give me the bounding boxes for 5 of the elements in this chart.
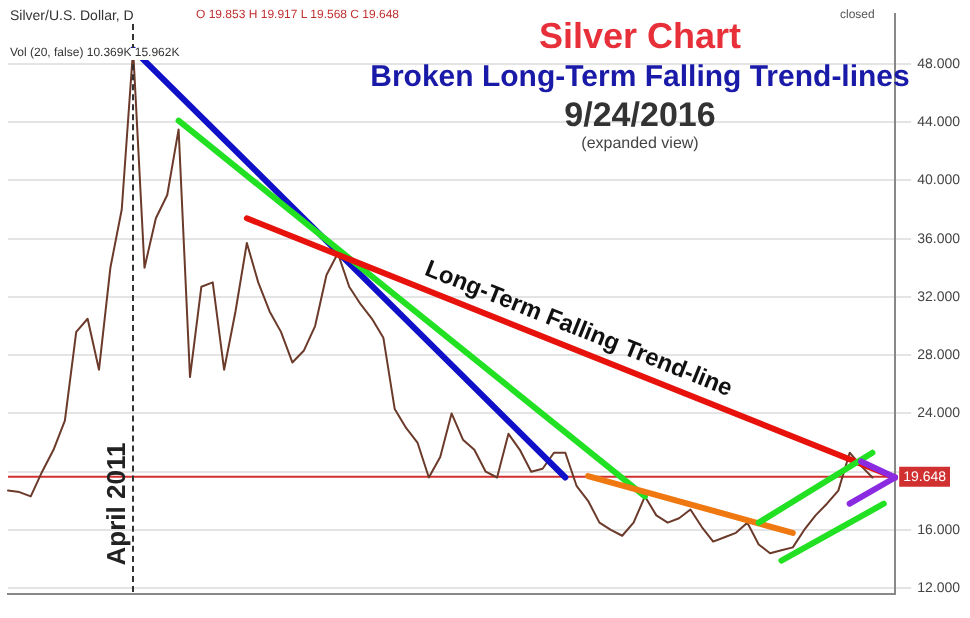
annotation: 9/24/2016: [564, 96, 716, 136]
text: Broken Long-Term Falling Trend-lines: [370, 60, 910, 94]
annotation: April 2011: [101, 442, 131, 566]
chart-title: Silver Chart: [538, 16, 742, 58]
annotation: (expanded view): [581, 134, 699, 152]
